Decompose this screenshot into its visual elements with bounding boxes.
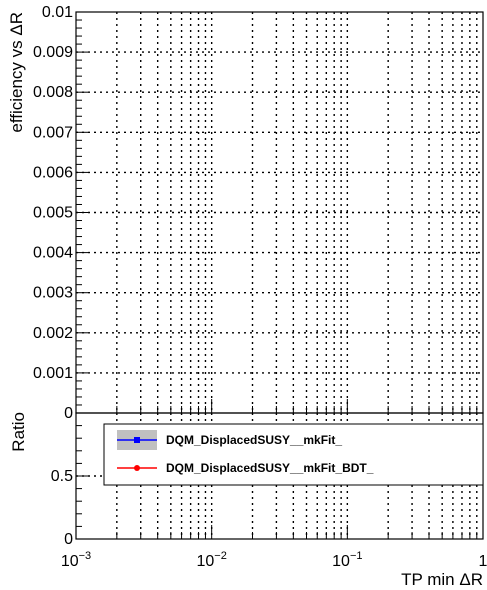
top-y-tick-label: 0.003: [33, 285, 73, 302]
top-y-tick-label: 0.006: [33, 164, 73, 181]
x-tick-base: 10: [61, 553, 79, 570]
x-tick-exponent: −1: [350, 550, 363, 562]
legend-0-marker: [134, 437, 140, 443]
top-y-tick-label: 0.009: [33, 44, 73, 61]
legend-0-label: DQM_DisplacedSUSY__mkFit_: [166, 433, 342, 447]
top-y-tick-label: 0.002: [33, 325, 73, 342]
x-tick-label: 1: [479, 553, 487, 570]
top-y-tick-label: 0.007: [33, 124, 73, 141]
legend-entry-0: DQM_DisplacedSUSY__mkFit_: [117, 430, 342, 450]
ratio-y-tick-label: 0: [64, 531, 73, 548]
grid-lines: [76, 12, 483, 539]
x-tick-label: 10−1: [332, 550, 362, 570]
legend-entry-1: DQM_DisplacedSUSY__mkFit_BDT_: [117, 461, 374, 475]
top-y-tick-label: 0.005: [33, 205, 73, 222]
x-tick-exponent: −2: [214, 550, 227, 562]
axis-ticks: [75, 11, 484, 540]
legend: DQM_DisplacedSUSY__mkFit_ DQM_DisplacedS…: [103, 423, 484, 486]
top-y-tick-label: 0.01: [42, 4, 73, 21]
top-y-axis-title: efficiency vs ΔR: [7, 12, 26, 133]
x-tick-base: 10: [332, 553, 350, 570]
legend-1-marker: [134, 465, 140, 471]
x-tick-exponent: −3: [79, 550, 92, 562]
top-y-tick-label: 0.004: [33, 245, 73, 262]
ratio-y-axis-title: Ratio: [9, 412, 28, 452]
tick-labels: 0 0.001 0.002 0.003 0.004 0.005 0.006 0.007 0.00…: [33, 4, 487, 570]
top-y-tick-label: 0: [64, 405, 73, 422]
x-tick-base: 10: [196, 553, 214, 570]
x-axis-title: TP min ΔR: [401, 570, 483, 589]
x-tick-label: 10−3: [61, 550, 91, 570]
top-y-tick-label: 0.001: [33, 365, 73, 382]
x-tick-base: 1: [479, 553, 487, 570]
ratio-y-tick-label: 0.5: [51, 468, 73, 485]
legend-1-label: DQM_DisplacedSUSY__mkFit_BDT_: [166, 461, 374, 475]
legend-box: [103, 423, 484, 486]
x-tick-label: 10−2: [196, 550, 226, 570]
top-y-tick-label: 0.008: [33, 84, 73, 101]
